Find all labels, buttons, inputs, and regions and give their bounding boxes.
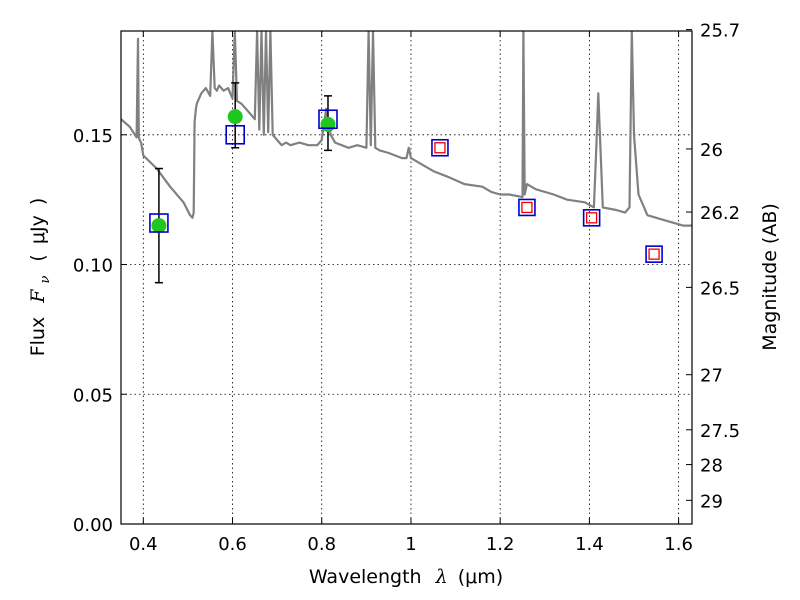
predicted-flux-square-outer: [518, 198, 536, 217]
observed-flux-point: [227, 109, 243, 125]
axis-ticks: 0.4 0.6 0.8 1 1.2 1.4 1.6 0.00 0.05 0.10 0.15 25.7 2…: [73, 21, 740, 555]
predicted-flux-square-inner: [521, 201, 533, 214]
x-tick-label: 1: [405, 534, 416, 555]
y-tick-label: 0.15: [73, 126, 113, 147]
x-tick-label: 1.6: [664, 534, 693, 555]
y-axis-label-unit: μJy: [27, 215, 49, 244]
observed-flux-point: [151, 218, 167, 234]
x-tick-label: 0.8: [307, 534, 336, 555]
x-tick-label: 1.2: [486, 534, 515, 555]
x-tick-label: 0.6: [218, 534, 247, 555]
model-spectrum-layer: [121, 31, 692, 227]
grid-lines: [121, 31, 692, 524]
plot-frame: [120, 30, 693, 525]
y-axis-label: Flux F ν ( μJy ): [27, 198, 54, 357]
predicted-flux-square-outer: [431, 138, 449, 157]
predicted-flux-square-inner: [648, 248, 660, 260]
y2-tick-label: 26.5: [700, 278, 740, 299]
y2-axis-label: Magnitude (AB): [759, 203, 781, 351]
y-tick-label: 0.05: [73, 385, 113, 406]
y2-tick-label: 26: [700, 140, 723, 161]
x-tick-label: 1.4: [575, 534, 604, 555]
y2-tick-label: 25.7: [700, 21, 740, 42]
x-axis-label: Wavelength λ (μm): [309, 566, 503, 588]
y-axis-label-text: Flux: [27, 317, 49, 357]
observed-flux-point: [320, 116, 336, 132]
predicted-flux-square-inner: [585, 212, 598, 224]
y2-tick-label: 29: [700, 491, 723, 512]
y-tick-label: 0.10: [73, 256, 113, 277]
predicted-flux-square-outer: [582, 209, 601, 227]
y2-tick-label: 27: [700, 366, 723, 387]
photometry-layer: [149, 82, 663, 284]
model-flux-square: [318, 109, 338, 130]
predicted-flux-square-outer: [645, 245, 663, 263]
model-flux-square: [225, 124, 245, 145]
y-axis-label-symbol: F: [27, 289, 49, 304]
y-axis-label-unit-close: ): [27, 198, 49, 205]
model-spectrum-line: [121, 31, 692, 227]
y-axis-label-unit-open: (: [27, 254, 49, 261]
x-tick-label: 0.4: [129, 534, 158, 555]
model-flux-square: [149, 213, 169, 233]
x-axis-label-unit: (μm): [458, 566, 503, 588]
x-axis-label-symbol: λ: [435, 566, 448, 588]
x-axis-label-text: Wavelength: [309, 566, 422, 588]
y2-tick-label: 28: [700, 456, 723, 477]
y2-tick-label: 27.5: [700, 421, 740, 442]
y2-tick-label: 26.2: [700, 203, 740, 224]
y-axis-label-subscript: ν: [38, 276, 53, 284]
y-tick-label: 0.00: [73, 515, 113, 536]
predicted-flux-square-inner: [434, 142, 446, 154]
